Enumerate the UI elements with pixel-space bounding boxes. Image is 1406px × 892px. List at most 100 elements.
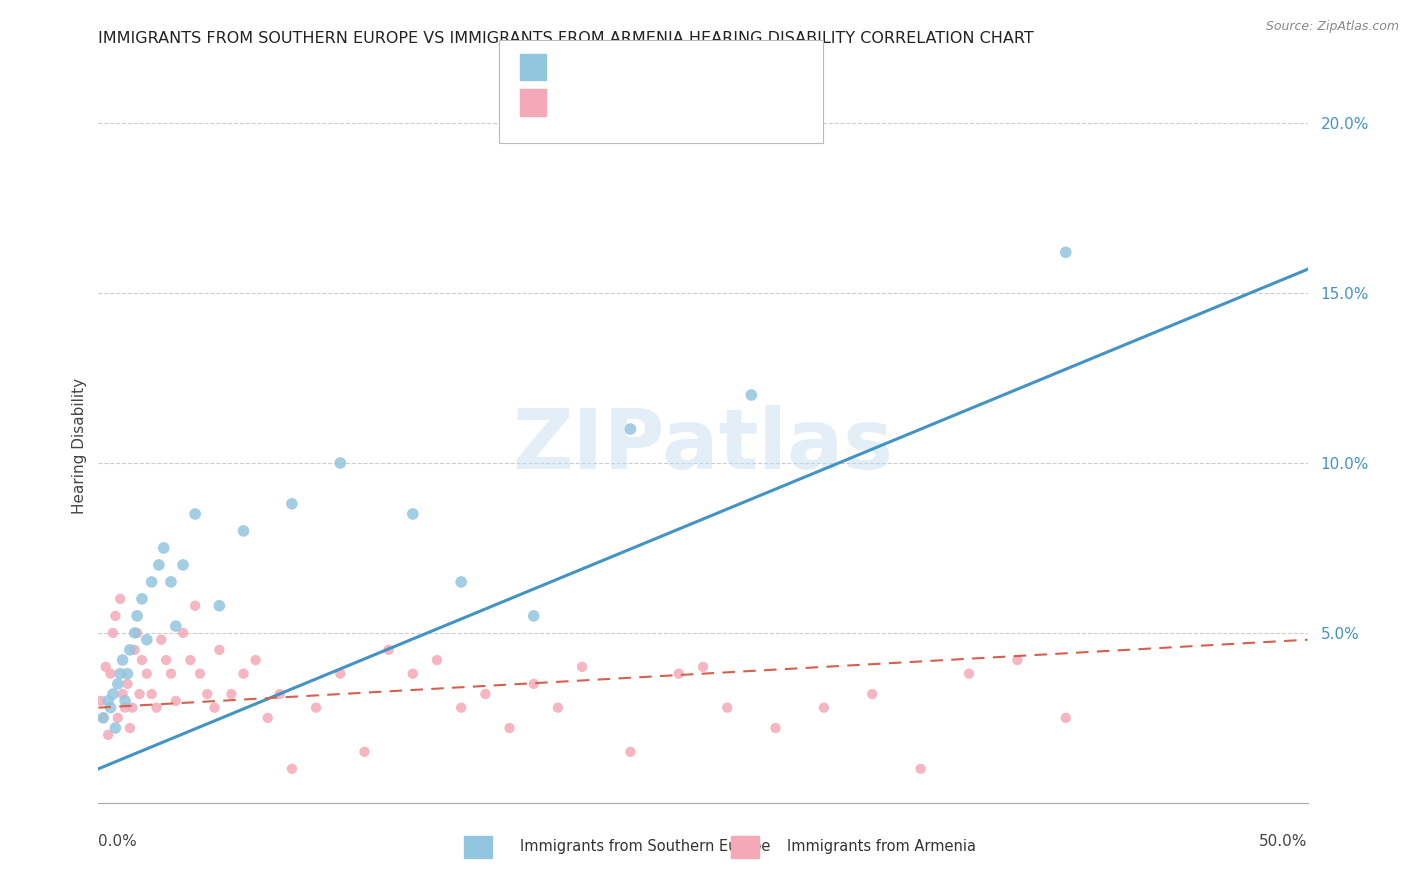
Point: [184, 507, 207, 521]
Point: [450, 574, 472, 589]
Text: Immigrants from Southern Europe: Immigrants from Southern Europe: [520, 839, 770, 855]
Point: [232, 666, 254, 681]
Point: [195, 687, 218, 701]
Point: [131, 653, 153, 667]
Text: 0.132: 0.132: [599, 87, 651, 105]
Text: IMMIGRANTS FROM SOUTHERN EUROPE VS IMMIGRANTS FROM ARMENIA HEARING DISABILITY CO: IMMIGRANTS FROM SOUTHERN EUROPE VS IMMIG…: [98, 31, 1035, 46]
Point: [165, 619, 187, 633]
Point: [124, 643, 146, 657]
Point: [256, 711, 278, 725]
Point: [145, 700, 167, 714]
Point: [957, 666, 980, 681]
Point: [305, 700, 328, 714]
Text: N =: N =: [651, 51, 699, 70]
Point: [668, 666, 690, 681]
Point: [117, 677, 139, 691]
Point: [860, 687, 883, 701]
Point: [204, 700, 226, 714]
Point: [165, 694, 187, 708]
Point: [426, 653, 449, 667]
Point: [111, 653, 134, 667]
Point: [90, 694, 112, 708]
Point: [135, 666, 157, 681]
Point: [523, 608, 546, 623]
Point: [498, 721, 520, 735]
Point: [118, 721, 141, 735]
Point: [150, 632, 173, 647]
Point: [104, 721, 127, 735]
Point: [716, 700, 738, 714]
Point: [184, 599, 207, 613]
Point: [740, 388, 762, 402]
Text: 61: 61: [702, 87, 724, 105]
Point: [547, 700, 569, 714]
Point: [117, 666, 139, 681]
Point: [101, 626, 124, 640]
Point: [91, 711, 114, 725]
Point: [135, 632, 157, 647]
Point: [221, 687, 243, 701]
Point: [1054, 245, 1077, 260]
Text: N =: N =: [651, 87, 699, 105]
Point: [402, 666, 425, 681]
Text: 32: 32: [702, 51, 725, 70]
Point: [141, 687, 163, 701]
Y-axis label: Hearing Disability: Hearing Disability: [72, 378, 87, 514]
Point: [474, 687, 496, 701]
Point: [131, 591, 153, 606]
Point: [107, 711, 129, 725]
Point: [100, 666, 122, 681]
Point: [121, 700, 143, 714]
Point: [377, 643, 399, 657]
Point: [127, 626, 149, 640]
Point: [208, 643, 231, 657]
Point: [160, 666, 183, 681]
Text: Immigrants from Armenia: Immigrants from Armenia: [787, 839, 976, 855]
Point: [269, 687, 291, 701]
Point: [97, 728, 120, 742]
Text: 0.0%: 0.0%: [98, 834, 138, 849]
Point: [450, 700, 472, 714]
Point: [155, 653, 177, 667]
Text: Source: ZipAtlas.com: Source: ZipAtlas.com: [1265, 20, 1399, 33]
Text: 50.0%: 50.0%: [1260, 834, 1308, 849]
Text: ZIPatlas: ZIPatlas: [513, 406, 893, 486]
Point: [148, 558, 170, 572]
Point: [813, 700, 835, 714]
Point: [765, 721, 787, 735]
Point: [619, 422, 641, 436]
Point: [101, 687, 124, 701]
Point: [94, 660, 117, 674]
Point: [108, 666, 131, 681]
Point: [104, 608, 127, 623]
Point: [329, 456, 352, 470]
Text: R =: R =: [557, 87, 598, 105]
Point: [281, 762, 304, 776]
Point: [179, 653, 201, 667]
Point: [127, 608, 149, 623]
Point: [100, 700, 122, 714]
Point: [619, 745, 641, 759]
Point: [571, 660, 593, 674]
Point: [172, 626, 194, 640]
Point: [1007, 653, 1029, 667]
Point: [114, 700, 136, 714]
Point: [124, 626, 146, 640]
Point: [172, 558, 194, 572]
Point: [910, 762, 932, 776]
Point: [329, 666, 352, 681]
Point: [152, 541, 174, 555]
Point: [141, 574, 163, 589]
Point: [692, 660, 714, 674]
Point: [402, 507, 425, 521]
Point: [118, 643, 141, 657]
Point: [523, 677, 546, 691]
Point: [108, 591, 131, 606]
Point: [107, 677, 129, 691]
Point: [1054, 711, 1077, 725]
Point: [97, 694, 120, 708]
Point: [232, 524, 254, 538]
Point: [208, 599, 231, 613]
Point: [245, 653, 267, 667]
Point: [353, 745, 375, 759]
